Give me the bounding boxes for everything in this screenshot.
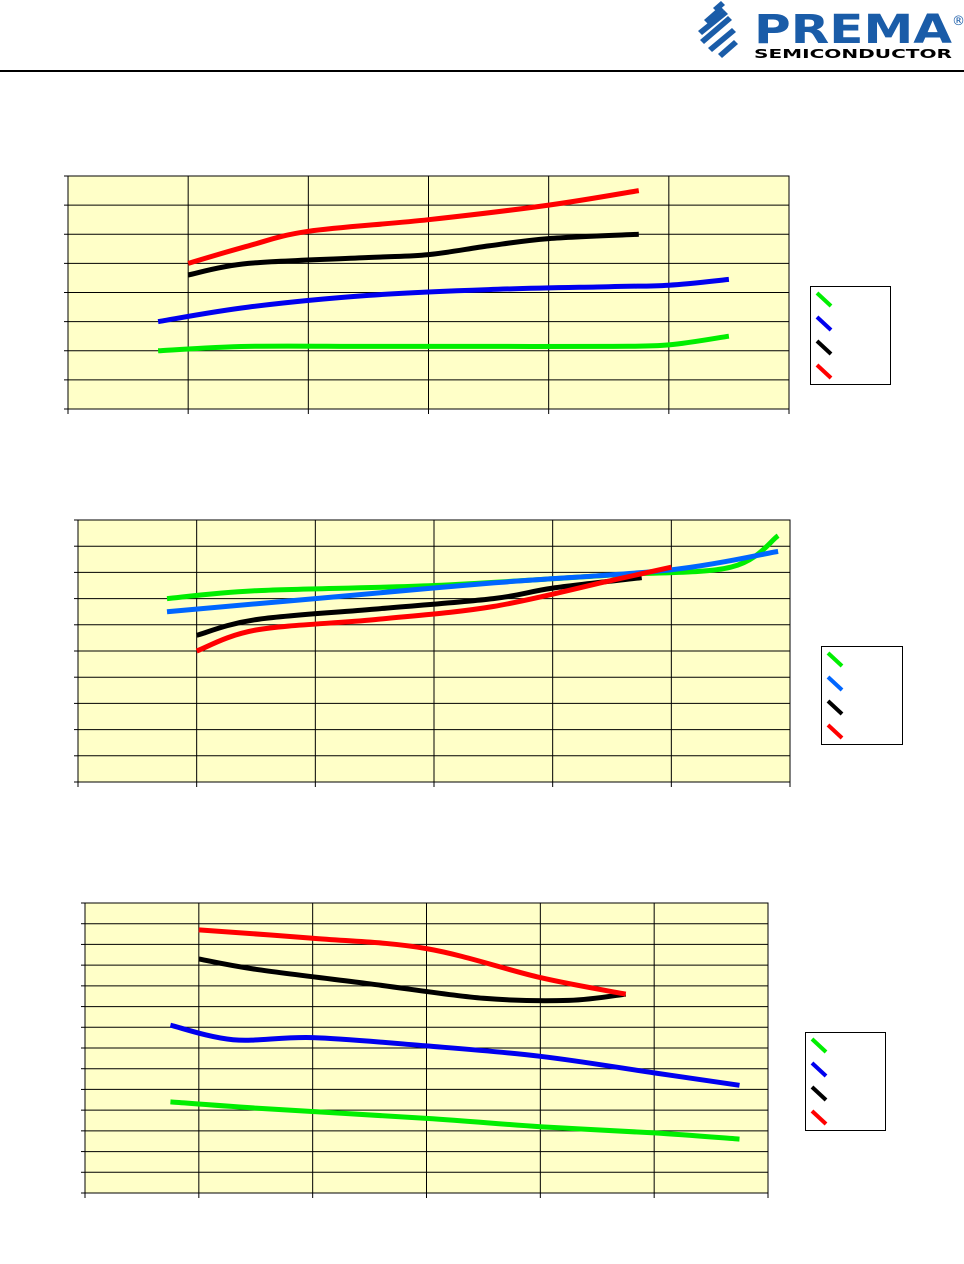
- legend-swatch-3: [810, 1085, 828, 1102]
- series-line-4: [195, 564, 672, 654]
- series-line-3: [198, 956, 627, 1004]
- legend-swatches: [810, 1037, 828, 1126]
- prema-logo: PREMA ® SEMICONDUCTOR: [698, 1, 964, 61]
- series-line-3: [187, 231, 639, 278]
- plot-border: [84, 902, 769, 1194]
- legend-swatch-2: [826, 675, 844, 692]
- plot-border: [77, 519, 791, 783]
- legend-swatch-4: [815, 363, 833, 380]
- legend-chart-1: [810, 286, 891, 385]
- prema-logo-icon: [698, 1, 738, 58]
- legend-swatch-2: [815, 315, 833, 332]
- series-line-2: [166, 548, 779, 615]
- header-divider: [0, 70, 964, 72]
- logo-wordmark: PREMA: [754, 7, 952, 53]
- legend-swatch-1: [810, 1037, 828, 1054]
- series-line-4: [187, 188, 640, 266]
- series-line-2: [169, 1022, 740, 1088]
- legend-chart-3: [805, 1032, 886, 1131]
- legend-swatches: [815, 291, 833, 380]
- legend-chart-2: [821, 646, 903, 745]
- legend-swatch-4: [810, 1109, 828, 1126]
- logo-registered-mark: ®: [952, 14, 964, 29]
- legend-swatch-2: [810, 1061, 828, 1078]
- series-line-1: [170, 1099, 740, 1142]
- series-line-4: [198, 927, 627, 997]
- plot-border: [67, 175, 790, 410]
- legend-swatches: [826, 651, 844, 740]
- series-line-1: [157, 333, 730, 354]
- legend-swatch-1: [826, 651, 844, 668]
- legend-swatch-1: [815, 291, 833, 308]
- legend-swatch-3: [826, 699, 844, 716]
- series-line-2: [157, 276, 730, 325]
- legend-swatch-3: [815, 339, 833, 356]
- series-line-3: [196, 575, 642, 638]
- logo-tagline: SEMICONDUCTOR: [754, 47, 952, 61]
- legend-swatch-4: [826, 723, 844, 740]
